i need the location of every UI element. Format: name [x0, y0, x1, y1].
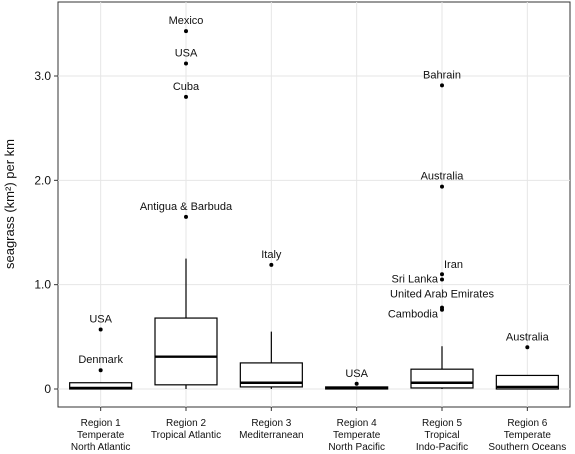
outlier-point	[440, 277, 444, 282]
outlier-point	[98, 368, 103, 373]
outlier-point	[440, 307, 444, 312]
box-iqr	[239, 362, 303, 388]
x-category-label-line: Region 2	[166, 418, 206, 429]
x-category-label-line: Tropical Atlantic	[151, 430, 221, 441]
grid-lines	[58, 2, 570, 407]
x-category-label-line: Region 6	[507, 418, 547, 429]
x-category-label-line: North Pacific	[328, 442, 385, 453]
box-2	[154, 29, 218, 389]
outlier-point	[440, 272, 444, 277]
box-iqr	[154, 317, 218, 386]
box-5	[410, 83, 474, 389]
outlier-label: Antigua & Barbuda	[140, 201, 233, 213]
box-6	[495, 345, 559, 390]
y-tick-label: 0	[44, 382, 51, 396]
x-category-label: Region 1 Temperate North Atlantic	[71, 418, 130, 453]
x-category-label: Region 4 Temperate North Pacific	[328, 418, 385, 453]
outlier-point	[184, 61, 188, 66]
outlier-label: USA	[89, 314, 112, 326]
outlier-point	[98, 327, 103, 332]
x-category-label-line: Mediterranean	[239, 430, 303, 441]
box-iqr	[495, 374, 559, 390]
outlier-point	[525, 345, 530, 350]
outlier-label: Mexico	[169, 15, 204, 27]
outlier-point	[440, 83, 444, 88]
box-layer	[69, 29, 559, 390]
outlier-point	[184, 29, 188, 34]
box-3	[239, 262, 303, 389]
outlier-point	[184, 94, 188, 99]
plot-panel	[57, 1, 571, 408]
y-axis: 0 1.0 2.0 3.0	[34, 69, 58, 396]
x-category-label-line: Region 5	[422, 418, 462, 429]
x-category-label-line: Southern Oceans	[488, 442, 566, 453]
outlier-label: Australia	[506, 331, 550, 343]
x-category-label: Region 2 Tropical Atlantic	[151, 418, 221, 441]
outlier-label: USA	[175, 47, 198, 59]
x-category-label-line: Region 1	[81, 418, 121, 429]
x-category-label-line: North Atlantic	[71, 442, 130, 453]
box-4	[325, 381, 389, 390]
x-category-label-line: Region 4	[337, 418, 377, 429]
x-category-label-line: Temperate	[333, 430, 381, 441]
x-category-label-line: Region 3	[251, 418, 291, 429]
y-axis-label: seagrass (km²) per km	[2, 139, 17, 269]
x-category-label: Region 6 Temperate Southern Oceans	[488, 418, 566, 453]
outlier-point	[440, 184, 444, 189]
outlier-label: Sri Lanka	[392, 273, 439, 285]
outlier-label: Iran	[444, 259, 463, 271]
outlier-label: USA	[345, 368, 368, 380]
outlier-label: Australia	[421, 171, 465, 183]
x-category-label: Region 5 Tropical Indo-Pacific	[416, 418, 468, 453]
y-tick-label: 3.0	[34, 69, 51, 83]
outlier-label: Bahrain	[423, 69, 461, 81]
outlier-label: Denmark	[78, 354, 123, 366]
outlier-label: Cuba	[173, 81, 200, 93]
box-iqr	[410, 368, 474, 389]
outlier-label: Cambodia	[388, 309, 439, 321]
outlier-point	[354, 381, 359, 386]
outlier-label: United Arab Emirates	[390, 289, 494, 301]
y-tick-label: 1.0	[34, 278, 51, 292]
y-tick-label: 2.0	[34, 173, 51, 187]
outlier-point	[269, 262, 274, 267]
x-category-label-line: Indo-Pacific	[416, 442, 468, 453]
x-category-label-line: Tropical	[424, 430, 459, 441]
x-category-label: Region 3 Mediterranean	[239, 418, 303, 441]
outlier-point	[184, 214, 188, 219]
outlier-label-layer: USA Denmark Mexico USA Cuba Antigua & Barbuda…	[78, 15, 549, 380]
box-1	[69, 327, 133, 390]
x-category-label-line: Temperate	[504, 430, 552, 441]
x-category-label-line: Temperate	[77, 430, 125, 441]
outlier-label: Italy	[261, 249, 282, 261]
